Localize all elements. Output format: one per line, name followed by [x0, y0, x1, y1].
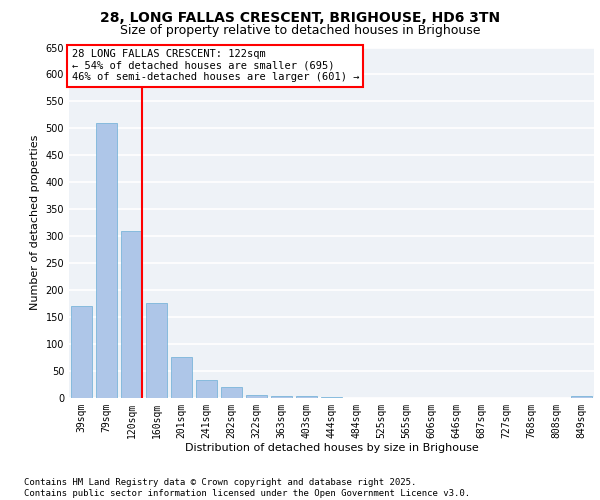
Bar: [221, 386, 242, 398]
Bar: [271, 396, 292, 398]
Bar: [71, 306, 92, 398]
Bar: [571, 396, 592, 398]
Bar: [121, 230, 142, 398]
Bar: [96, 123, 117, 398]
Text: Contains HM Land Registry data © Crown copyright and database right 2025.
Contai: Contains HM Land Registry data © Crown c…: [24, 478, 470, 498]
Bar: [246, 395, 267, 398]
Bar: [171, 357, 192, 398]
Bar: [196, 380, 217, 398]
Bar: [146, 304, 167, 398]
Y-axis label: Number of detached properties: Number of detached properties: [30, 135, 40, 310]
Bar: [296, 396, 317, 398]
Bar: [321, 397, 342, 398]
X-axis label: Distribution of detached houses by size in Brighouse: Distribution of detached houses by size …: [185, 443, 478, 453]
Text: Size of property relative to detached houses in Brighouse: Size of property relative to detached ho…: [120, 24, 480, 37]
Text: 28, LONG FALLAS CRESCENT, BRIGHOUSE, HD6 3TN: 28, LONG FALLAS CRESCENT, BRIGHOUSE, HD6…: [100, 11, 500, 25]
Text: 28 LONG FALLAS CRESCENT: 122sqm
← 54% of detached houses are smaller (695)
46% o: 28 LONG FALLAS CRESCENT: 122sqm ← 54% of…: [71, 50, 359, 82]
